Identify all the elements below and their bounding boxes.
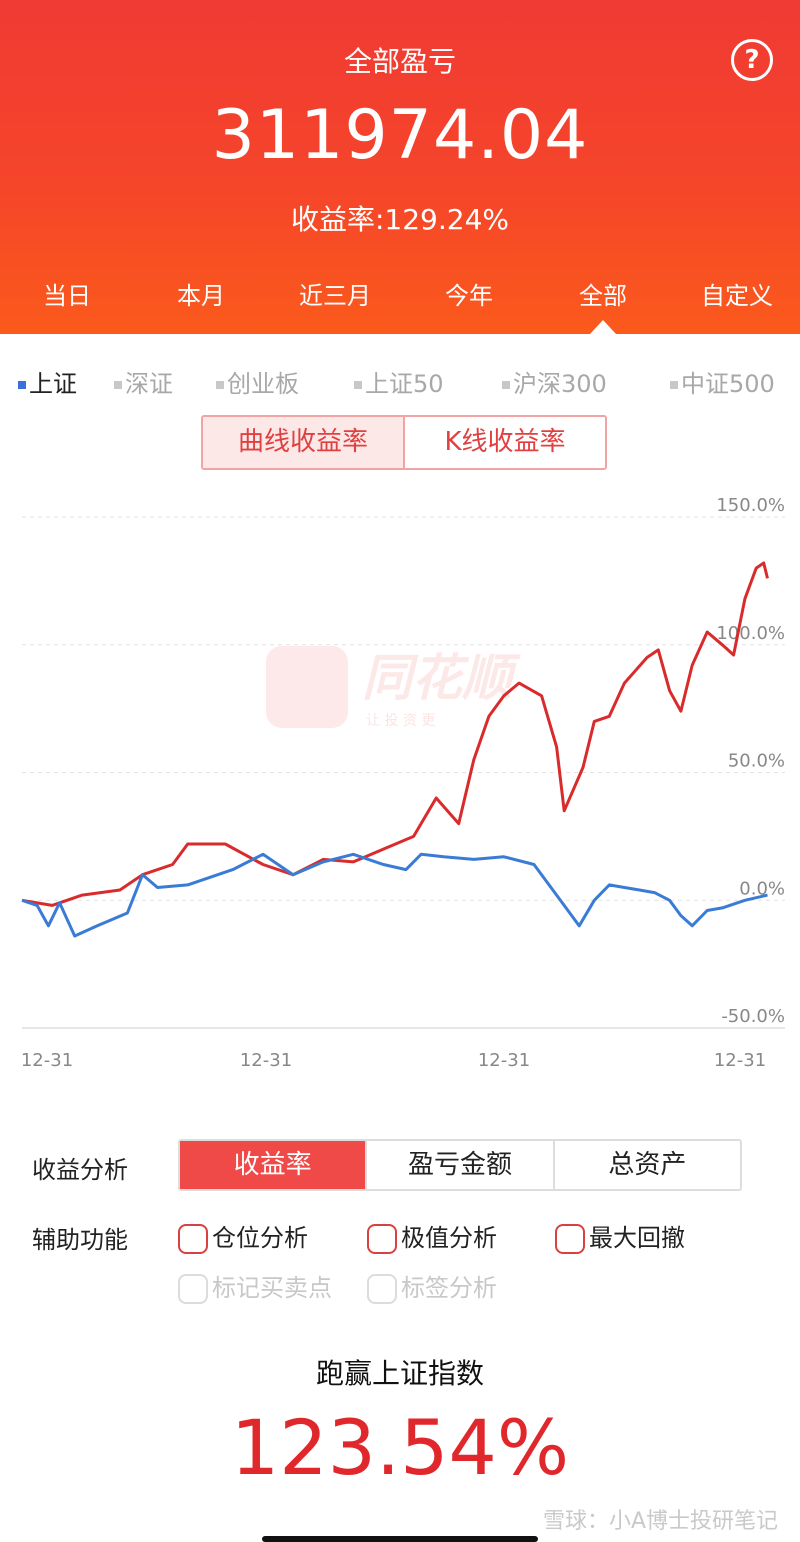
tab-custom[interactable]: 自定义 <box>701 282 773 310</box>
legend-square-icon <box>502 381 510 389</box>
analysis-tab-profit-amount[interactable]: 盈亏金额 <box>367 1141 555 1189</box>
tab-this-month[interactable]: 本月 <box>177 282 225 310</box>
tab-three-months[interactable]: 近三月 <box>299 282 371 310</box>
y-tick-label: 100.0% <box>716 623 785 644</box>
legend-square-icon <box>670 381 678 389</box>
watermark-logo-tile <box>266 646 348 728</box>
legend-square-icon <box>114 381 122 389</box>
checkbox-icon <box>367 1224 397 1254</box>
tab-today[interactable]: 当日 <box>43 282 91 310</box>
legend-square-icon <box>18 381 26 389</box>
analysis-label: 收益分析 <box>32 1156 128 1184</box>
xueqiu-watermark: 雪球：小A博士投研笔记 <box>542 1509 778 1534</box>
checkbox-icon <box>178 1224 208 1254</box>
help-icon[interactable]: ? <box>731 39 773 81</box>
y-tick-label: 50.0% <box>728 751 785 772</box>
tab-all[interactable]: 全部 <box>579 282 627 310</box>
active-tab-caret-icon <box>590 320 616 334</box>
extreme-analysis-checkbox[interactable]: 极值分析 <box>367 1218 497 1254</box>
index-shanghai[interactable]: 上证 <box>18 364 77 399</box>
page-title: 全部盈亏 <box>343 45 456 78</box>
index-shenzhen[interactable]: 深证 <box>114 364 173 399</box>
index-return-line <box>21 852 768 938</box>
return-chart[interactable]: 同花顺 让 投 资 更 150.0% 100.0% 50.0% 0.0% -50.0% … <box>0 490 800 1080</box>
kline-return-button[interactable]: K线收益率 <box>444 427 566 457</box>
watermark-logo-name: 同花顺 <box>362 649 521 707</box>
x-tick-label: 12-31 <box>714 1050 766 1071</box>
return-rate-text: 收益率:129.24% <box>290 203 509 236</box>
index-chinext[interactable]: 创业板 <box>216 364 299 399</box>
position-analysis-checkbox[interactable]: 仓位分析 <box>178 1218 308 1254</box>
analysis-tab-return[interactable]: 收益率 <box>180 1141 368 1189</box>
analysis-tabs: 收益率 盈亏金额 总资产 <box>178 1139 742 1191</box>
legend-square-icon <box>354 381 362 389</box>
tag-analysis-checkbox[interactable]: 标签分析 <box>367 1268 497 1304</box>
checkbox-icon <box>178 1274 208 1304</box>
x-tick-label: 12-31 <box>240 1050 292 1071</box>
tonghuashun-watermark-logo: 同花顺 让 投 资 更 <box>266 646 521 729</box>
index-csi300[interactable]: 沪深300 <box>502 364 607 399</box>
x-tick-label: 12-31 <box>478 1050 530 1071</box>
mark-trades-checkbox[interactable]: 标记买卖点 <box>178 1268 332 1304</box>
header: 全部盈亏 ? 311974.04 收益率:129.24% 当日 本月 近三月 今… <box>0 0 800 334</box>
index-sse50[interactable]: 上证50 <box>354 364 444 399</box>
max-drawdown-checkbox[interactable]: 最大回撤 <box>555 1218 685 1254</box>
checkbox-icon <box>367 1274 397 1304</box>
y-tick-label: 150.0% <box>716 495 785 516</box>
index-selector: 上证 深证 创业板 上证50 沪深300 中证500 <box>0 364 800 398</box>
x-tick-label: 12-31 <box>21 1050 73 1071</box>
chart-mode-toggle: 曲线收益率 K线收益率 <box>201 415 607 470</box>
home-indicator <box>262 1536 538 1542</box>
y-tick-label: 0.0% <box>739 878 785 899</box>
watermark-logo-slogan: 让 投 资 更 <box>366 713 435 729</box>
return-chart-svg: 同花顺 让 投 资 更 150.0%100.0%50.0%0.0%-50.0% … <box>21 495 785 1071</box>
y-tick-label: -50.0% <box>721 1006 785 1027</box>
aux-label: 辅助功能 <box>32 1226 128 1254</box>
curve-return-button[interactable]: 曲线收益率 <box>203 417 405 468</box>
period-tabs: 当日 本月 近三月 今年 全部 自定义 <box>0 276 800 310</box>
legend-square-icon <box>216 381 224 389</box>
analysis-tab-total-assets[interactable]: 总资产 <box>608 1150 687 1180</box>
total-profit-value: 311974.04 <box>211 96 589 175</box>
index-csi500[interactable]: 中证500 <box>670 364 775 399</box>
beat-index-title: 跑赢上证指数 <box>315 1357 484 1390</box>
checkbox-icon <box>555 1224 585 1254</box>
tab-this-year[interactable]: 今年 <box>445 282 493 310</box>
beat-index-value: 123.54% <box>230 1403 570 1492</box>
portfolio-return-line <box>21 561 769 907</box>
